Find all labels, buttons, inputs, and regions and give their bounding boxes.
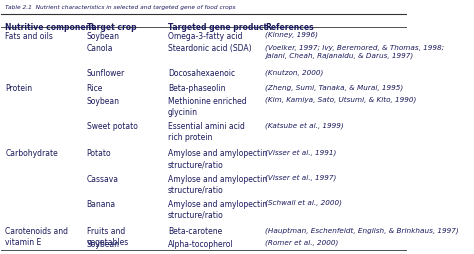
Text: Beta-phaseolin: Beta-phaseolin <box>168 84 225 93</box>
Text: Amylose and amylopectin
structure/ratio: Amylose and amylopectin structure/ratio <box>168 199 267 219</box>
Text: Canola: Canola <box>87 44 113 53</box>
Text: (Visser et al., 1997): (Visser et al., 1997) <box>265 174 337 181</box>
Text: Potato: Potato <box>87 149 111 158</box>
Text: (Katsube et al., 1999): (Katsube et al., 1999) <box>265 121 344 128</box>
Text: Targeted gene product: Targeted gene product <box>168 23 267 32</box>
Text: Essential amini acid
rich protein: Essential amini acid rich protein <box>168 121 245 141</box>
Text: (Schwall et al., 2000): (Schwall et al., 2000) <box>265 199 342 205</box>
Text: Protein: Protein <box>5 84 33 93</box>
Text: Cassava: Cassava <box>87 174 118 183</box>
Text: Docosahexaenoic: Docosahexaenoic <box>168 69 235 78</box>
Text: Omega-3-fatty acid: Omega-3-fatty acid <box>168 31 242 40</box>
Text: Fruits and
vegetables: Fruits and vegetables <box>87 226 129 246</box>
Text: Target crop: Target crop <box>87 23 137 32</box>
Text: Rice: Rice <box>87 84 103 93</box>
Text: Banana: Banana <box>87 199 116 208</box>
Text: (Knutzon, 2000): (Knutzon, 2000) <box>265 69 324 76</box>
Text: Sweet potato: Sweet potato <box>87 121 137 131</box>
Text: Nutritive component: Nutritive component <box>5 23 95 32</box>
Text: (Kinney, 1996): (Kinney, 1996) <box>265 31 319 38</box>
Text: Carotenoids and
vitamin E: Carotenoids and vitamin E <box>5 226 68 246</box>
Text: (Zheng, Sumi, Tanaka, & Murai, 1995): (Zheng, Sumi, Tanaka, & Murai, 1995) <box>265 84 403 90</box>
Text: Steardonic acid (SDA): Steardonic acid (SDA) <box>168 44 252 53</box>
Text: Methionine enriched
glycinin: Methionine enriched glycinin <box>168 97 246 117</box>
Text: Amylose and amylopectin
structure/ratio: Amylose and amylopectin structure/ratio <box>168 174 267 194</box>
Text: (Hauptman, Eschenfeldt, English, & Brinkhaus, 1997): (Hauptman, Eschenfeldt, English, & Brink… <box>265 226 459 233</box>
Text: Alpha-tocopherol: Alpha-tocopherol <box>168 239 234 248</box>
Text: Soybean: Soybean <box>87 97 119 105</box>
Text: References: References <box>265 23 314 32</box>
Text: Carbohydrate: Carbohydrate <box>5 149 58 158</box>
Text: Amylose and amylopectin
structure/ratio: Amylose and amylopectin structure/ratio <box>168 149 267 169</box>
Text: Beta-carotene: Beta-carotene <box>168 226 222 235</box>
Text: (Kim, Kamiya, Sato, Utsumi, & Kito, 1990): (Kim, Kamiya, Sato, Utsumi, & Kito, 1990… <box>265 97 417 103</box>
Text: Fats and oils: Fats and oils <box>5 31 53 40</box>
Text: (Visser et al., 1991): (Visser et al., 1991) <box>265 149 337 155</box>
Text: (Voelker, 1997; Ivy, Beremored, & Thomas, 1998;
Jalani, Cheah, Rajanaidu, & Daru: (Voelker, 1997; Ivy, Beremored, & Thomas… <box>265 44 445 58</box>
Text: (Romer et al., 2000): (Romer et al., 2000) <box>265 239 339 245</box>
Text: Table 2.1  Nutrient characteristics in selected and targeted gene of food crops: Table 2.1 Nutrient characteristics in se… <box>5 5 236 10</box>
Text: Soybean: Soybean <box>87 239 119 248</box>
Text: Sunflower: Sunflower <box>87 69 125 78</box>
Text: Soybean: Soybean <box>87 31 119 40</box>
